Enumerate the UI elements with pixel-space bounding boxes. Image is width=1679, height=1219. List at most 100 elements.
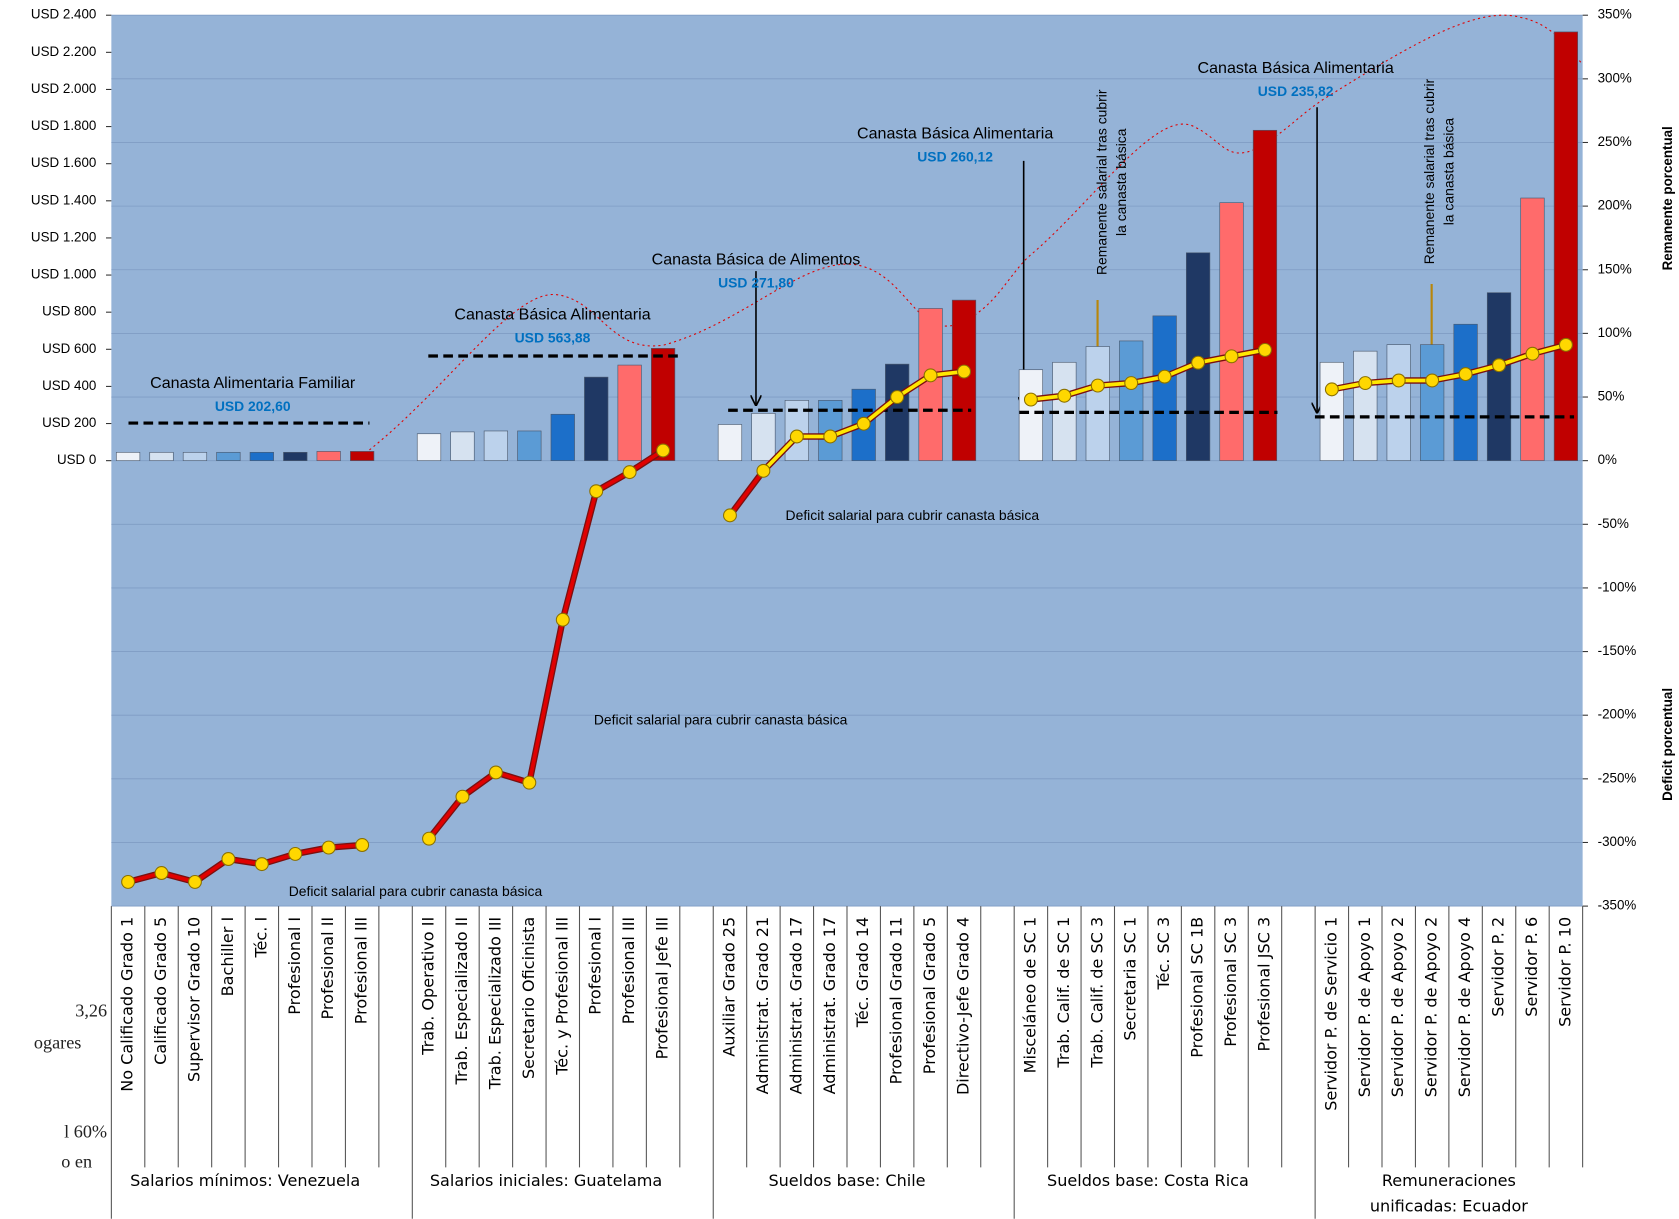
- basket-title: Canasta Básica de Alimentos: [652, 251, 861, 269]
- basket-title: Canasta Básica Alimentaria: [454, 305, 650, 323]
- line-marker: [288, 846, 303, 861]
- line-marker: [1458, 367, 1473, 382]
- x-tick-label: Bachiller I: [218, 917, 237, 997]
- x-tick-label: Trab. Especializado III: [485, 917, 504, 1090]
- x-tick-label: Téc. SC 3: [1154, 917, 1173, 991]
- annotation: Deficit salarial para cubrir canasta bás…: [289, 883, 543, 899]
- line-marker: [422, 831, 436, 846]
- line-marker: [321, 840, 336, 855]
- y2-tick-label: 350%: [1598, 7, 1632, 22]
- y2-tick-label: -150%: [1598, 643, 1637, 658]
- y2-tick-label: -250%: [1598, 770, 1637, 785]
- bar: [1219, 202, 1244, 461]
- x-tick-label: Profesional III: [619, 917, 638, 1024]
- y2-tick-label: -200%: [1598, 707, 1637, 722]
- line-marker: [1057, 388, 1072, 403]
- line-marker: [1224, 349, 1239, 364]
- bar: [650, 348, 676, 461]
- bar: [1252, 129, 1278, 461]
- line-marker: [1258, 342, 1272, 357]
- group-label: Remuneraciones: [1382, 1171, 1516, 1190]
- bar: [1152, 315, 1177, 461]
- x-tick-label: Profesional I: [586, 917, 605, 1015]
- line-segment-core: [761, 434, 799, 473]
- background-text: l 60%: [64, 1121, 107, 1141]
- x-tick-label: Profesional Grado 5: [920, 917, 939, 1074]
- background-text: 3,26: [75, 1000, 107, 1020]
- x-tick-label: Auxiliar Grado 25: [719, 917, 738, 1057]
- line-segment-core: [861, 395, 900, 426]
- bar: [1119, 340, 1144, 461]
- y-tick-label: USD 2.200: [31, 44, 96, 59]
- y2-tick-label: 250%: [1598, 134, 1632, 149]
- y2-tick-label: -50%: [1598, 516, 1629, 531]
- bar: [1386, 344, 1411, 461]
- bar: [450, 431, 475, 461]
- y2-tick-label: -300%: [1598, 834, 1637, 849]
- bar: [1453, 323, 1478, 461]
- line-marker: [957, 364, 971, 379]
- line-marker: [488, 765, 503, 780]
- line-marker: [555, 612, 570, 627]
- y-tick-label: USD 1.000: [31, 267, 96, 282]
- bar: [584, 376, 609, 461]
- basket-value-label: USD 271,80: [718, 275, 794, 291]
- bar: [751, 413, 776, 461]
- line-marker: [121, 874, 136, 889]
- bar: [517, 430, 542, 461]
- line-marker: [1124, 376, 1139, 390]
- line-marker: [1558, 337, 1573, 352]
- line-marker: [355, 838, 370, 852]
- x-tick-label: Trab. Calif. de SC 1: [1054, 917, 1073, 1069]
- line-segment-core: [527, 617, 565, 785]
- line-marker: [756, 463, 771, 478]
- x-tick-label: Supervisor Grado 10: [184, 917, 203, 1082]
- group-label: Sueldos base: Chile: [768, 1171, 925, 1190]
- x-tick-label: Servidor P. 10: [1555, 917, 1574, 1027]
- group-label: Salarios iniciales: Guatelama: [430, 1171, 662, 1190]
- bar: [216, 451, 241, 461]
- bar: [617, 364, 642, 461]
- line-marker: [823, 429, 838, 444]
- x-tick-label: Secretario Oficinista: [519, 917, 538, 1079]
- bar: [918, 308, 943, 461]
- annotation: Deficit salarial para cubrir canasta bás…: [786, 507, 1040, 523]
- x-tick-label: Profesional SC 3: [1221, 917, 1240, 1047]
- x-tick-label: Servidor P. de Apoyo 4: [1455, 917, 1474, 1097]
- bar: [115, 451, 141, 461]
- basket-value-label: USD 202,60: [215, 398, 291, 414]
- line-marker: [1191, 355, 1206, 370]
- bar: [149, 451, 174, 461]
- x-tick-label: Administrat. Grado 21: [753, 917, 772, 1095]
- x-tick-label: Misceláneo de SC 1: [1020, 917, 1039, 1073]
- bar: [1486, 292, 1512, 461]
- bar: [283, 451, 308, 461]
- line-marker: [890, 390, 905, 404]
- line-marker: [254, 857, 269, 872]
- bar: [350, 451, 375, 461]
- line-marker: [522, 775, 537, 790]
- line-marker: [656, 443, 671, 458]
- line-marker: [1425, 373, 1440, 388]
- x-tick-label: Servidor P. de Servicio 1: [1321, 917, 1340, 1111]
- x-tick-label: Téc. I: [251, 917, 270, 959]
- annotation: la canasta básica: [1441, 118, 1457, 226]
- y-tick-label: USD 600: [42, 341, 96, 356]
- y-tick-label: USD 0: [57, 452, 96, 467]
- y-tick-label: USD 2.400: [31, 7, 96, 22]
- annotation: Remanente salarial tras cubrir: [1094, 89, 1110, 275]
- bar: [1319, 361, 1344, 461]
- group-label: unificadas: Ecuador: [1370, 1197, 1528, 1216]
- x-tick-label: Trab. Especializado II: [452, 917, 471, 1086]
- basket-title: Canasta Básica Alimentaria: [1198, 59, 1394, 77]
- line-marker: [1525, 346, 1540, 361]
- line-segment-core: [728, 468, 766, 518]
- basket-title: Canasta Básica Alimentaria: [857, 124, 1053, 142]
- x-tick-label: Servidor P. de Apoyo 1: [1355, 917, 1374, 1097]
- x-tick-label: Profesional II: [318, 917, 337, 1020]
- y-tick-label: USD 1.200: [31, 229, 96, 244]
- y-tick-label: USD 400: [42, 378, 96, 393]
- annotation: Remanente salarial tras cubrir: [1421, 78, 1437, 264]
